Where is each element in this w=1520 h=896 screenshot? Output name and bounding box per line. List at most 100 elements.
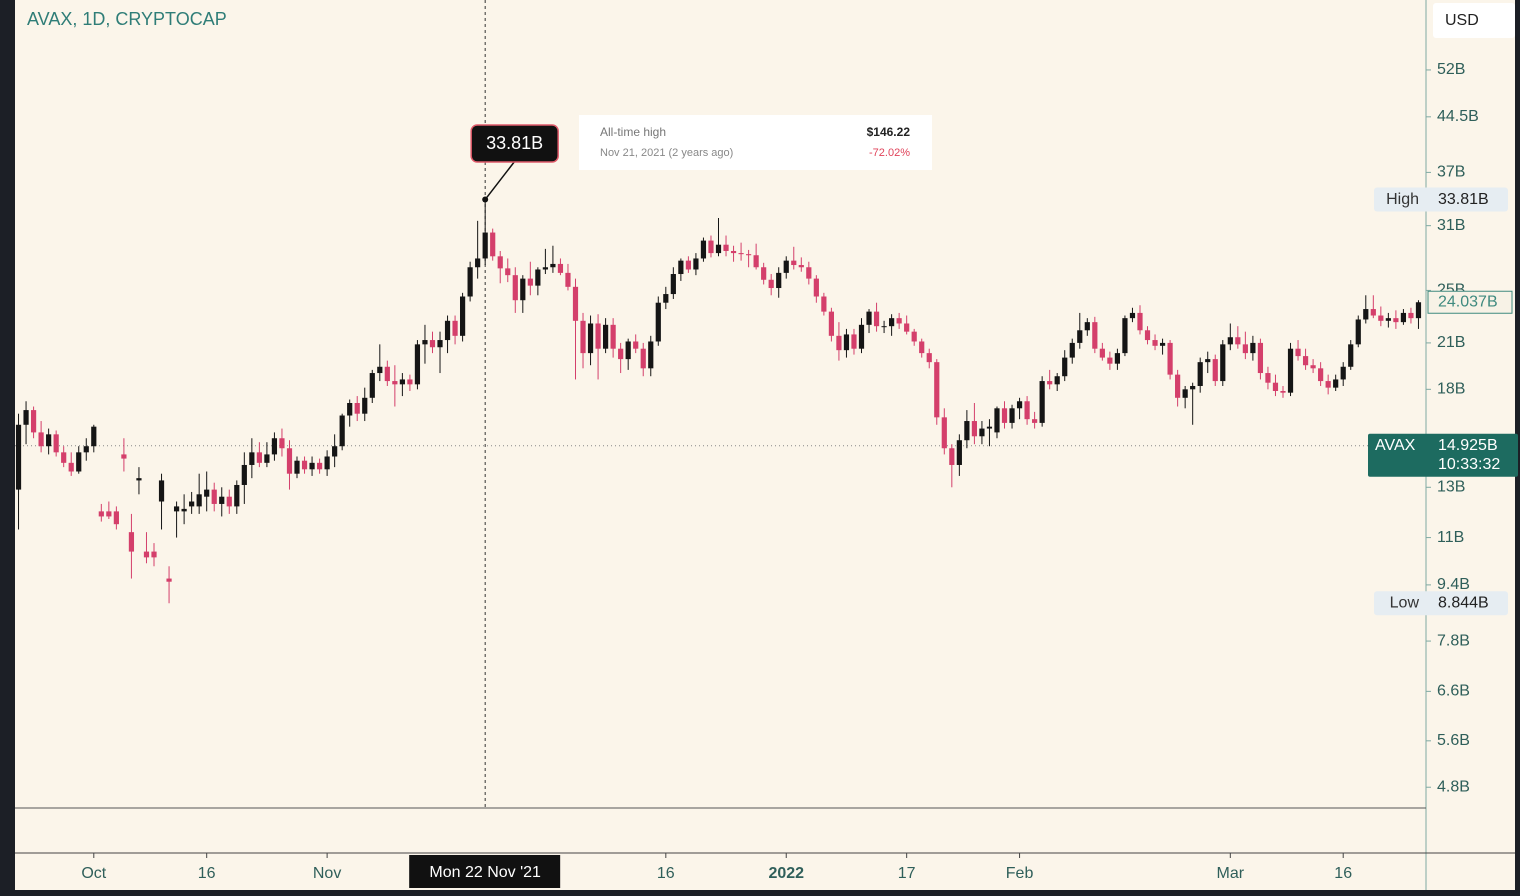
ath-change: -72.02% [869, 147, 910, 159]
y-tick-label: 44.5B [1437, 108, 1479, 125]
candle-body [1242, 344, 1248, 354]
candle-body [354, 403, 360, 414]
candle-body [1212, 359, 1218, 382]
candle-body [685, 260, 691, 270]
x-tick-label: Mar [1217, 865, 1245, 882]
price-label-countdown: 10:33:32 [1438, 456, 1500, 473]
last-value-label: 24.037B [1438, 293, 1498, 310]
candle-body [979, 428, 985, 437]
candle-body [730, 250, 737, 254]
candle-body [851, 334, 857, 349]
candle-body [1333, 379, 1339, 388]
plot-area [15, 0, 1426, 808]
candle-body [1047, 381, 1053, 385]
candle-body [618, 348, 624, 360]
candle-body [1265, 373, 1271, 383]
candle-body [249, 452, 255, 465]
candle-body [414, 344, 421, 385]
low-marker-value: 8.844B [1438, 594, 1489, 611]
candle-body [204, 489, 210, 497]
candle-body [211, 489, 217, 504]
y-tick-label: 18B [1437, 381, 1465, 398]
candle-body [1295, 348, 1301, 357]
candle-body [384, 366, 390, 382]
y-tick-label: 9.4B [1437, 576, 1470, 593]
candle-body [1099, 348, 1105, 358]
candle-body [1175, 374, 1181, 398]
candle-body [926, 353, 932, 363]
candle-body [941, 417, 947, 449]
candle-body [1310, 365, 1316, 369]
candle-body [1227, 337, 1233, 345]
candle-body [1039, 381, 1045, 423]
candle-body [836, 335, 842, 351]
candle-body [1287, 348, 1294, 393]
candle-body [1280, 390, 1286, 393]
y-tick-label: 6.6B [1437, 683, 1470, 700]
low-marker-box [1374, 591, 1508, 616]
candle-body [332, 446, 338, 457]
y-tick-label: 31B [1437, 217, 1465, 234]
candle-body [1009, 408, 1015, 423]
candle-body [911, 331, 917, 342]
y-tick-label: 21B [1437, 334, 1465, 351]
candle-body [392, 381, 398, 385]
candle-body [640, 348, 646, 369]
candle-body [30, 410, 37, 433]
price-label-box [1368, 433, 1518, 477]
candle-body [776, 272, 782, 289]
crosshair-date: Mon 22 Nov '21 [429, 864, 541, 881]
candle-body [572, 286, 579, 321]
candle-body [23, 410, 29, 425]
candle-body [68, 462, 74, 472]
candle-body [535, 269, 541, 286]
x-tick-label: 2022 [768, 865, 804, 882]
currency-button[interactable] [1433, 3, 1515, 38]
candle-body [821, 296, 827, 312]
candle-body [490, 232, 496, 257]
candle-body [241, 464, 247, 485]
y-tick-label: 7.8B [1437, 632, 1470, 649]
candle-body [761, 267, 767, 280]
candle-body [1062, 357, 1068, 377]
ath-title: All-time high [600, 125, 666, 139]
candle-body [1205, 359, 1211, 363]
candle-body [1385, 318, 1391, 321]
candle-body [1318, 368, 1324, 382]
candle-body [994, 408, 1000, 433]
candle-body [670, 274, 676, 295]
candle-body [46, 434, 52, 447]
candle-body [858, 324, 865, 349]
candle-body [1197, 362, 1203, 386]
price-label-value: 14.925B [1438, 437, 1498, 454]
candle-body [61, 452, 67, 463]
candle-body [339, 415, 345, 447]
candle-body [1302, 356, 1309, 366]
candle-body [189, 501, 195, 507]
candle-body [986, 426, 993, 429]
currency-label[interactable]: USD [1445, 12, 1479, 29]
x-tick-label: 16 [198, 865, 216, 882]
candle-body [1363, 309, 1369, 320]
price-label-name: AVAX [1375, 437, 1416, 454]
candle-body [783, 260, 789, 273]
tooltip-dot [482, 196, 489, 203]
tooltip-box [470, 124, 559, 163]
candle-body [1325, 381, 1331, 388]
candle-body [294, 460, 300, 474]
candle-body [1137, 312, 1143, 331]
candle-body [1182, 389, 1188, 398]
candle-body [196, 494, 202, 507]
candle-body [1378, 315, 1384, 321]
candle-body [324, 456, 330, 470]
candle-body [1159, 342, 1166, 346]
candle-body [557, 263, 564, 273]
candle-body [1114, 353, 1121, 364]
candle-body [166, 578, 172, 582]
chart-title: AVAX, 1D, CRYPTOCAP [27, 9, 227, 29]
tooltip-connector [484, 161, 515, 200]
candle-body [1152, 340, 1158, 346]
candle-body [708, 240, 714, 254]
